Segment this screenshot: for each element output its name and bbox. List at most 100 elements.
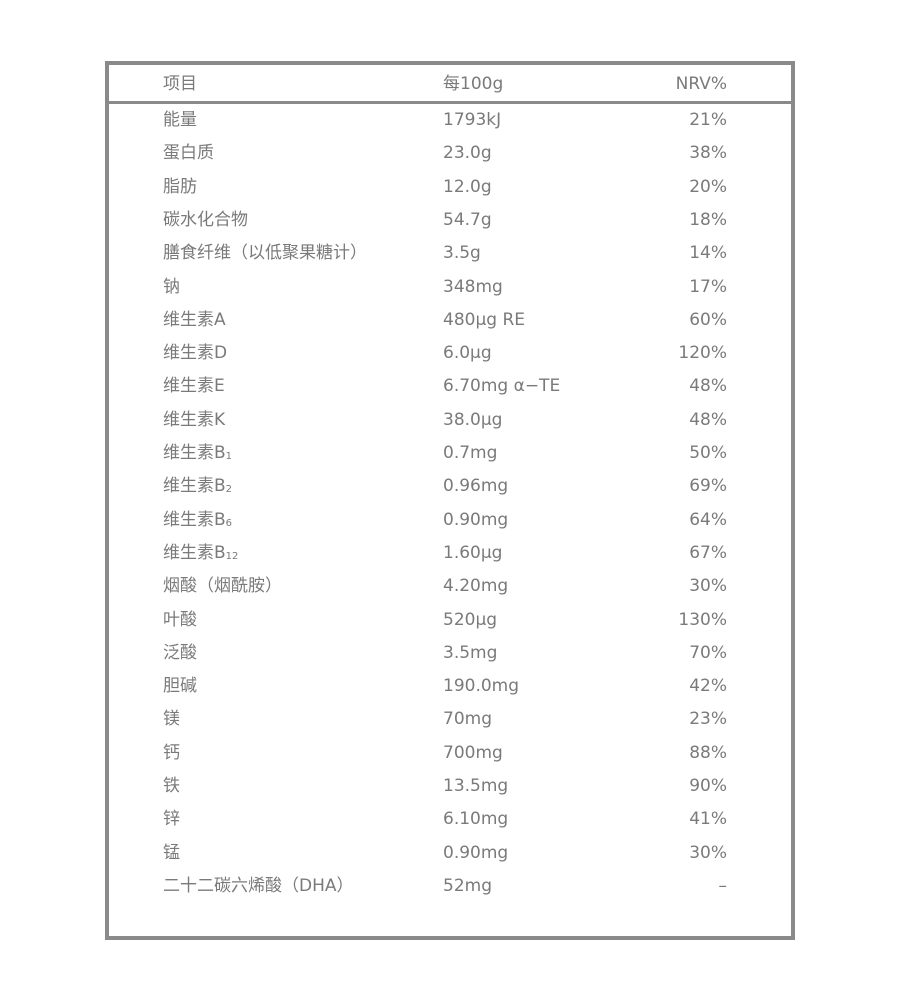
nrv-value: 20% xyxy=(689,176,727,197)
per100g-value: 6.10mg xyxy=(443,809,509,830)
nrv-value: 38% xyxy=(689,143,727,164)
header-per100g: 每100g xyxy=(443,74,504,94)
table-row: 碳水化合物 54.7g 18% xyxy=(109,204,791,237)
nutrient-subscript: 6 xyxy=(225,517,233,529)
nutrient-name-text: 维生素B xyxy=(163,542,226,563)
table-row: 维生素B1 0.7mg 50% xyxy=(109,437,791,470)
nutrient-name-text: 蛋白质 xyxy=(163,143,214,164)
nrv-value: 90% xyxy=(689,776,727,796)
per100g-value: 0.90mg xyxy=(443,842,509,863)
table-row: 维生素B12 1.60µg 67% xyxy=(109,537,791,570)
nutrient-name-text: 叶酸 xyxy=(163,609,197,630)
nutrient-name-text: 锌 xyxy=(163,809,180,830)
per100g-value: 348mg xyxy=(443,276,503,297)
nutrient-name-text: 维生素B xyxy=(163,443,226,463)
nutrient-subscript: 12 xyxy=(225,550,239,562)
per100g-value: 54.7g xyxy=(443,209,492,230)
table-row: 锰 0.90mg 30% xyxy=(109,837,791,870)
per100g-value: 0.90mg xyxy=(443,509,509,530)
table-row: 镁 70mg 23% xyxy=(109,703,791,736)
table-row: 能量 1793kJ 21% xyxy=(109,104,791,137)
table-row: 烟酸（烟酰胺） 4.20mg 30% xyxy=(109,570,791,603)
nrv-value: 120% xyxy=(678,343,727,364)
per100g-value: 480µg RE xyxy=(443,309,526,330)
nrv-value: 130% xyxy=(678,609,727,630)
nutrient-name-text: 烟酸（烟酰胺） xyxy=(163,576,282,597)
table-row: 二十二碳六烯酸（DHA） 52mg – xyxy=(109,870,791,903)
nutrient-name: 维生素D xyxy=(163,337,227,373)
nutrient-name-text: 维生素B xyxy=(163,476,226,497)
nutrient-name-text: 脂肪 xyxy=(163,176,197,197)
nrv-value: 48% xyxy=(689,376,727,397)
nutrient-name: 锌 xyxy=(163,803,180,839)
nutrient-name: 胆碱 xyxy=(163,670,197,706)
nrv-value: 30% xyxy=(689,842,727,863)
nrv-value: 17% xyxy=(689,276,727,297)
nutrient-name-text: 维生素B xyxy=(163,509,226,530)
nrv-value: 69% xyxy=(689,476,727,497)
per100g-value: 190.0mg xyxy=(443,676,520,697)
per100g-value: 38.0µg xyxy=(443,409,503,430)
nutrient-name-text: 泛酸 xyxy=(163,642,197,663)
table-header: 项目 每100g NRV% xyxy=(109,65,791,104)
table-row: 维生素E 6.70mg α−TE 48% xyxy=(109,370,791,403)
nutrient-subscript: 1 xyxy=(225,451,233,462)
table-row: 膳食纤维（以低聚果糖计） 3.5g 14% xyxy=(109,237,791,270)
per100g-value: 13.5mg xyxy=(443,776,509,796)
nutrient-name-text: 碳水化合物 xyxy=(163,209,248,230)
nutrition-table: 项目 每100g NRV% 能量 1793kJ 21% 蛋白质 23.0g 38% 脂肪 12… xyxy=(105,61,795,940)
nrv-value: 70% xyxy=(689,642,727,663)
nutrient-name: 钙 xyxy=(163,737,180,773)
nrv-value: 64% xyxy=(689,509,727,530)
per100g-value: 700mg xyxy=(443,742,503,763)
nutrient-name: 烟酸（烟酰胺） xyxy=(163,570,282,606)
nutrient-name: 维生素K xyxy=(163,404,225,440)
nutrient-name: 维生素B1 xyxy=(163,437,232,473)
table-row: 维生素D 6.0µg 120% xyxy=(109,337,791,370)
nutrient-name: 锰 xyxy=(163,837,180,873)
table-row: 泛酸 3.5mg 70% xyxy=(109,637,791,670)
header-item: 项目 xyxy=(163,74,197,94)
nutrient-name: 膳食纤维（以低聚果糖计） xyxy=(163,237,367,273)
table-row: 锌 6.10mg 41% xyxy=(109,803,791,836)
per100g-value: 12.0g xyxy=(443,176,492,197)
nrv-value: – xyxy=(718,875,728,896)
per100g-value: 6.70mg α−TE xyxy=(443,376,561,397)
nrv-value: 67% xyxy=(689,542,727,563)
per100g-value: 3.5mg xyxy=(443,642,498,663)
table-row: 叶酸 520µg 130% xyxy=(109,604,791,637)
table-row: 脂肪 12.0g 20% xyxy=(109,171,791,204)
nutrient-name: 二十二碳六烯酸（DHA） xyxy=(163,870,354,906)
nutrient-name-text: 锰 xyxy=(163,842,180,863)
nutrient-name: 维生素B6 xyxy=(163,504,232,540)
nutrient-name: 泛酸 xyxy=(163,637,197,673)
nutrient-name-text: 钙 xyxy=(163,742,180,763)
nutrient-name-text: 镁 xyxy=(163,709,180,730)
per100g-value: 520µg xyxy=(443,609,498,630)
per100g-value: 6.0µg xyxy=(443,343,492,364)
nrv-value: 42% xyxy=(689,676,727,697)
nutrient-name: 维生素E xyxy=(163,370,225,406)
nutrient-name-text: 维生素D xyxy=(163,343,228,364)
nutrient-name-text: 铁 xyxy=(163,776,180,796)
nutrient-name-text: 维生素E xyxy=(163,376,225,397)
per100g-value: 0.96mg xyxy=(443,476,509,497)
nutrient-name: 维生素A xyxy=(163,304,226,340)
nutrient-subscript: 2 xyxy=(225,484,233,496)
table-row: 维生素B6 0.90mg 64% xyxy=(109,504,791,537)
nutrient-name-text: 胆碱 xyxy=(163,676,197,697)
nutrient-name: 脂肪 xyxy=(163,171,197,207)
nutrient-name: 铁 xyxy=(163,770,180,806)
nutrient-name: 维生素B2 xyxy=(163,470,232,506)
nutrient-name: 能量 xyxy=(163,104,197,140)
per100g-value: 70mg xyxy=(443,709,492,730)
nutrient-name: 碳水化合物 xyxy=(163,204,248,240)
table-row: 铁 13.5mg 90% xyxy=(109,770,791,803)
nutrient-name-text: 膳食纤维（以低聚果糖计） xyxy=(163,243,367,264)
per100g-value: 4.20mg xyxy=(443,576,509,597)
nutrient-name-text: 钠 xyxy=(163,276,180,297)
nutrient-name: 镁 xyxy=(163,703,180,739)
per100g-value: 3.5g xyxy=(443,243,481,264)
table-row: 钠 348mg 17% xyxy=(109,271,791,304)
nutrient-name: 蛋白质 xyxy=(163,137,214,173)
